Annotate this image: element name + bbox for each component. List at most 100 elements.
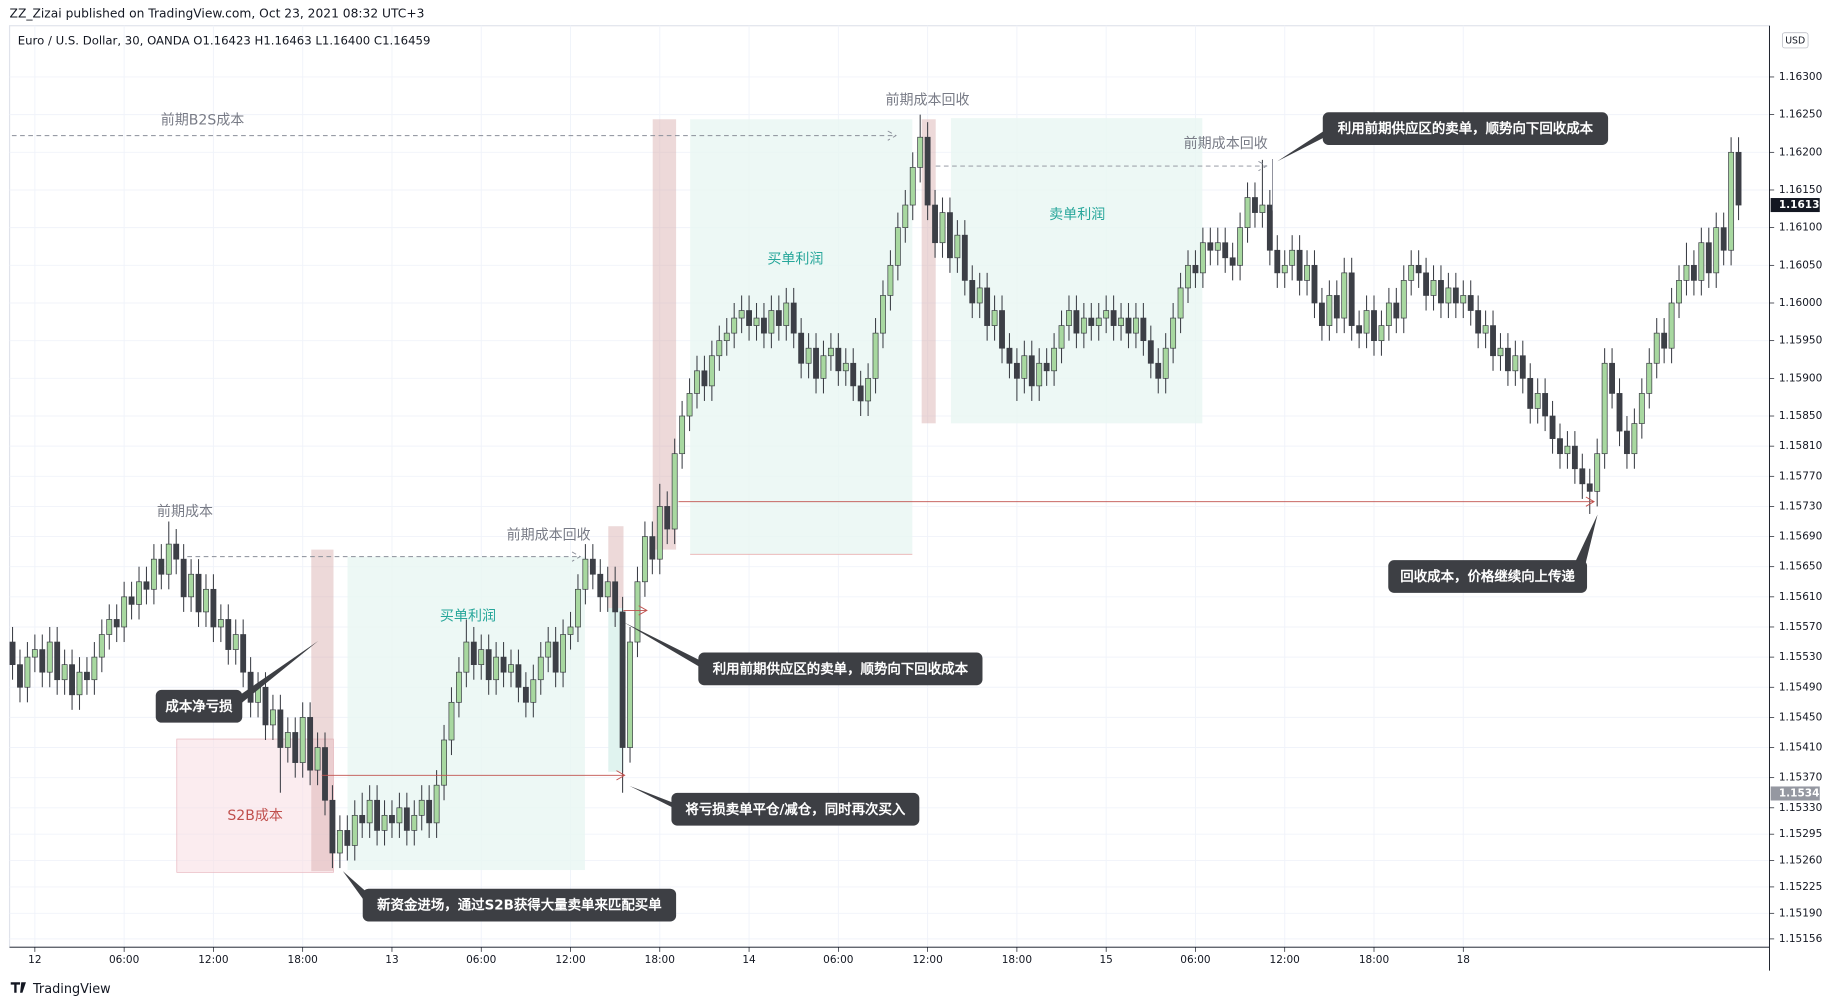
candle-body [1408,264,1415,281]
candle-body [894,227,901,266]
candle-body [1304,264,1310,281]
candle-body [634,581,641,643]
candle-body [396,807,403,824]
candle-body [1088,317,1095,326]
candle-body [1199,242,1206,274]
candle-body [902,204,909,229]
candle-body [1631,423,1638,455]
candle-body [188,573,195,598]
candle-body [827,347,834,357]
candle-body [39,649,46,673]
candle-body [768,310,775,334]
candle-body [500,656,507,673]
candle-body [336,830,343,854]
candle-body [277,709,284,748]
candle-body [753,317,760,326]
candle-body [545,641,552,658]
candle-body [939,212,946,244]
candle-body [1177,287,1184,319]
candle-body [1162,347,1169,379]
y-tick-label: 1.15770 [1779,470,1823,482]
candle-body [1482,325,1489,334]
callout-text: 利用前期供应区的卖单，顺势向下回收成本 [1338,120,1594,137]
candle-body [961,234,968,281]
candle-body [761,317,767,334]
candle-body [485,649,492,681]
candle-body [515,664,522,688]
candle-body [1423,272,1430,296]
candle-body [1415,264,1422,274]
candle-body [783,302,790,326]
candle-body [664,506,671,530]
candle-body [232,634,239,650]
candle-body [403,807,410,831]
annotation-label: 买单利润 [440,608,496,624]
candle-body [1348,272,1355,326]
candle-body [493,656,500,681]
candle-body [1579,468,1586,485]
x-tick-label: 06:00 [109,954,139,966]
candle-body [1244,197,1251,229]
candle-body [433,784,440,824]
candle-body [54,641,61,681]
candle-body [575,588,581,628]
candle-body [708,355,715,387]
candle-body [1594,453,1601,492]
x-tick-label: 12:00 [555,954,585,966]
x-tick-label: 06:00 [466,954,496,966]
candle-body [1311,264,1318,304]
candle-body [1504,347,1511,372]
candle-body [872,332,879,379]
candle-body [84,671,90,681]
candle-body [448,701,455,741]
x-tick-label: 06:00 [1180,954,1210,966]
candle-body [1214,242,1221,251]
candle-body [552,641,559,673]
candle-body [1564,445,1571,455]
y-tick-label: 1.15156 [1779,933,1823,945]
candle-body [597,573,604,598]
candle-body [582,558,589,590]
y-tick-label: 1.16300 [1779,71,1823,83]
candle-body [1326,295,1333,326]
callout-text: 将亏损卖单平仓/减仓，同时再次买入 [685,801,905,818]
candle-body [813,347,819,379]
candle-body [842,362,849,372]
candle-body [1259,204,1266,213]
dashed-level [11,130,897,141]
candle-body [1400,280,1407,319]
candle-body [1222,242,1229,259]
y-tick-label: 1.15370 [1779,772,1823,784]
candle-body [1385,302,1392,326]
candle-body [1460,295,1467,304]
candle-body [441,739,447,786]
candle-body [426,799,433,824]
candle-body [1646,362,1653,394]
candle-body [537,656,544,681]
y-tick-label: 1.15260 [1779,855,1823,867]
candle-body [999,310,1005,349]
candle-body [292,732,299,763]
candle-body [1393,302,1400,319]
cost-line [678,496,1596,507]
candle-body [46,641,53,673]
candle-body [1155,362,1162,379]
candle-body [1356,325,1363,334]
candle-body [723,332,730,342]
candle-body [731,317,738,334]
y-tick-label: 1.15570 [1779,621,1823,633]
candle-body [195,573,202,613]
y-tick-label: 1.15295 [1779,828,1823,840]
y-tick-label: 1.16100 [1779,222,1823,234]
candle-body [820,355,827,379]
annotation-label: 前期成本 [157,503,213,520]
candle-body [1051,347,1058,372]
candle-body [113,619,120,628]
candle-body [351,814,358,846]
candle-body [619,611,626,748]
y-tick-label: 1.15650 [1779,561,1823,573]
axes: 1.16300 1.16250 1.16200 1.16150 1.16100 1.160… [28,71,1827,966]
x-tick-label: 18 [1457,954,1470,966]
candle-body [686,393,693,417]
candle-body [240,634,247,673]
